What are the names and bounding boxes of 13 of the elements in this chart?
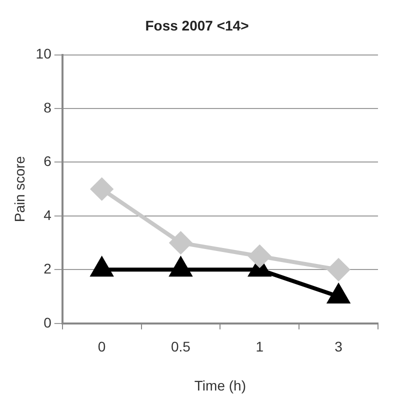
y-tick-label: 6	[44, 153, 52, 170]
x-tick-label: 0.5	[171, 338, 191, 355]
x-axis-title: Time (h)	[194, 377, 246, 394]
x-tick-label: 1	[256, 338, 264, 355]
y-tick-label: 8	[44, 99, 52, 116]
y-tick-label: 10	[36, 46, 52, 62]
y-tick-label: 2	[44, 260, 52, 277]
x-tick-label: 0	[98, 338, 106, 355]
chart-title: Foss 2007 <14>	[145, 17, 249, 34]
y-tick-label: 0	[44, 314, 52, 330]
x-tick-label: 3	[334, 338, 343, 355]
y-tick-label: 4	[44, 206, 52, 223]
y-axis-title: Pain score	[11, 156, 28, 222]
